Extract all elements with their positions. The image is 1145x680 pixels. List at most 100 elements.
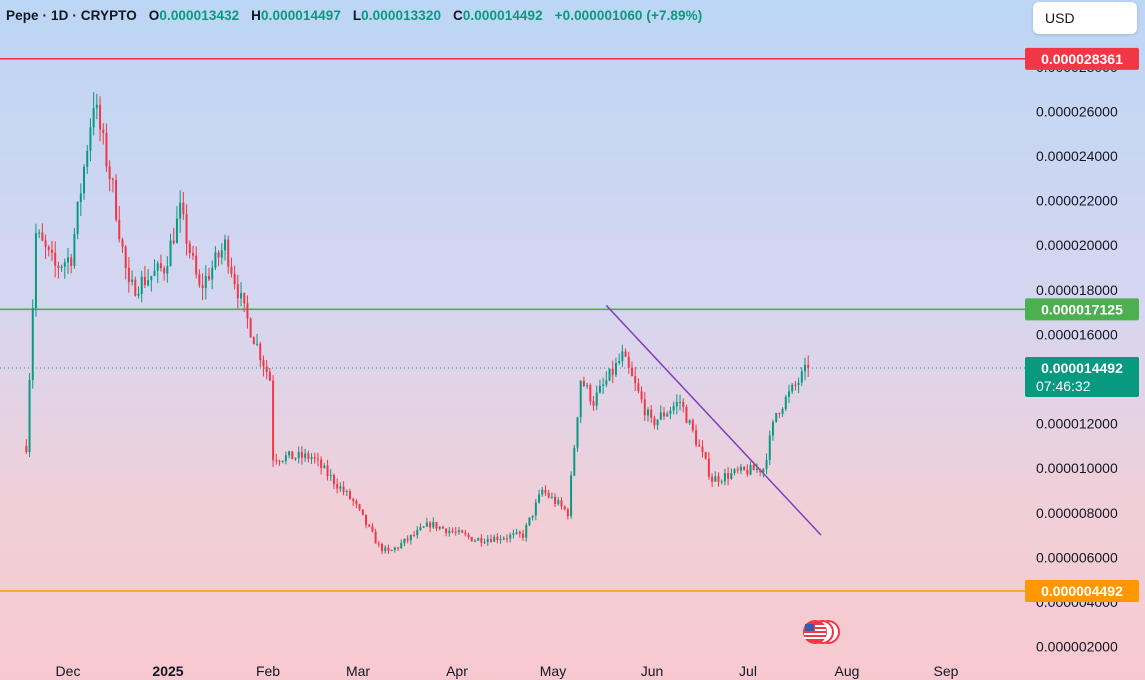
candle-body xyxy=(425,522,428,527)
candle-body xyxy=(204,275,207,289)
candle-body xyxy=(579,380,582,418)
time-axis[interactable]: Dec 2025 Feb Mar Apr May Jun Jul Aug Sep xyxy=(56,663,959,679)
candle-body xyxy=(320,459,323,469)
candle-body xyxy=(544,489,547,493)
candle-body xyxy=(307,453,310,459)
level-price-badge-text: 0.000004492 xyxy=(1041,583,1123,599)
candle-body xyxy=(406,538,409,541)
candle-body xyxy=(688,420,691,424)
candle-body xyxy=(663,412,666,417)
candle-body xyxy=(63,262,66,267)
time-tick-label: Sep xyxy=(934,663,959,679)
candle-body xyxy=(256,343,259,345)
candle-body xyxy=(416,529,419,536)
candle-body xyxy=(294,458,297,460)
candle-body xyxy=(669,410,672,414)
trendline[interactable] xyxy=(605,304,822,536)
candle-body xyxy=(659,412,662,420)
price-badges: 0.000028361 0.000017125 0.000004492 0.00001… xyxy=(1025,47,1139,602)
candle-body xyxy=(147,280,150,286)
candle-body xyxy=(448,530,451,534)
candle-body xyxy=(118,219,121,240)
candle-body xyxy=(502,538,505,540)
candle-body xyxy=(358,504,361,510)
candle-body xyxy=(332,475,335,485)
candle-body xyxy=(653,417,656,426)
candle-body xyxy=(102,129,105,133)
candle-body xyxy=(201,285,204,289)
candle-body xyxy=(733,469,736,474)
candle-body xyxy=(339,486,342,489)
currency-button[interactable]: USD xyxy=(1033,2,1137,34)
candle-body xyxy=(224,239,227,251)
candle-body xyxy=(355,500,358,505)
price-axis[interactable]: 0.0000020000.0000040000.0000060000.00000… xyxy=(1036,14,1118,654)
candle-body xyxy=(313,457,316,459)
candle-body xyxy=(464,532,467,535)
candle-body xyxy=(804,364,807,372)
candle-body xyxy=(348,491,351,499)
candle-body xyxy=(704,452,707,459)
low-label: L xyxy=(352,8,362,23)
candle-body xyxy=(598,385,601,393)
candle-body xyxy=(743,466,746,470)
candle-body xyxy=(156,263,159,271)
interval-label[interactable]: 1D xyxy=(50,8,69,23)
candle-body xyxy=(323,465,326,469)
candle-body xyxy=(576,417,579,448)
candle-body xyxy=(419,527,422,530)
candle-body xyxy=(185,214,188,244)
candle-body xyxy=(211,267,214,280)
candle-body xyxy=(297,452,300,459)
candle-body xyxy=(666,413,669,417)
candle-body xyxy=(531,515,534,518)
candle-body xyxy=(736,469,739,471)
level-price-badge xyxy=(1025,298,1139,321)
candle-body xyxy=(691,420,694,431)
candle-body xyxy=(374,531,377,544)
candle-body xyxy=(47,246,50,250)
candle-body xyxy=(707,458,710,477)
candle-body xyxy=(608,368,611,381)
candle-body xyxy=(621,351,624,362)
candle-body xyxy=(377,543,380,545)
candle-body xyxy=(291,451,294,460)
candle-body xyxy=(518,532,521,534)
candle-body xyxy=(441,526,444,529)
candle-body xyxy=(550,496,553,498)
candle-body xyxy=(528,517,531,526)
symbol-name[interactable]: Pepe xyxy=(6,8,39,23)
price-tick-label: 0.000020000 xyxy=(1036,237,1118,253)
candle-body xyxy=(76,202,79,234)
candle-body xyxy=(413,534,416,536)
candle-body xyxy=(220,250,223,258)
candle-body xyxy=(784,396,787,410)
candle-body xyxy=(768,435,771,460)
us-flag-events-icon[interactable] xyxy=(800,618,842,646)
candle-body xyxy=(34,233,37,308)
candle-body xyxy=(188,243,191,254)
candle-body xyxy=(480,538,483,543)
candle-body xyxy=(525,525,528,538)
candle-body xyxy=(496,536,499,540)
candle-body xyxy=(105,132,108,167)
candle-body xyxy=(121,239,124,247)
time-tick-label: Aug xyxy=(835,663,860,679)
candle-body xyxy=(695,430,698,445)
candle-body xyxy=(506,538,508,540)
candle-body xyxy=(563,506,566,510)
candle-body xyxy=(275,460,278,462)
candle-body xyxy=(640,391,643,400)
candle-body xyxy=(259,343,262,361)
bar-countdown-text: 07:46:32 xyxy=(1036,378,1091,394)
close-value: 0.000014492 xyxy=(462,8,543,23)
candle-body xyxy=(765,459,768,469)
candle-body xyxy=(38,232,41,234)
time-tick-label: Jun xyxy=(641,663,664,679)
candle-body xyxy=(701,446,704,453)
separator-dot: · xyxy=(42,8,51,23)
candle-body xyxy=(31,307,34,380)
candle-body xyxy=(509,534,512,539)
candle-body xyxy=(384,547,387,552)
